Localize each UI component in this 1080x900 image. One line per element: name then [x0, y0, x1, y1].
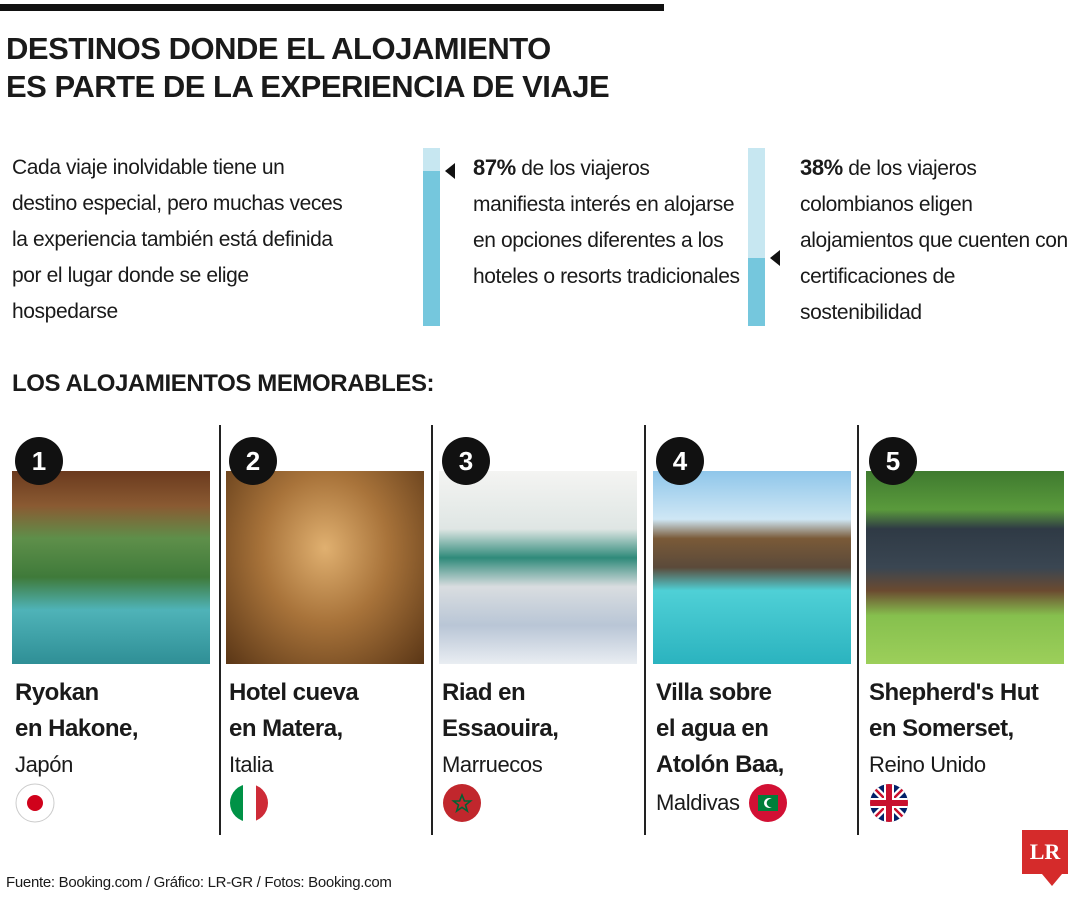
photo [12, 471, 210, 664]
item: 1 Ryokan en Hakone, Japón [12, 425, 226, 835]
top-rule [0, 4, 664, 11]
name-line: Ryokan [15, 679, 99, 706]
name-line: Essaouira, [442, 715, 559, 742]
stat-arrow [770, 250, 780, 267]
stat-text: de los viajeros colombianos eligen aloja… [800, 157, 1068, 324]
title-line: ES PARTE DE LA EXPERIENCIA DE VIAJE [6, 69, 610, 104]
name-line: en Somerset, [869, 715, 1014, 742]
source: Fuente: Booking.com / Gráfico: LR-GR / F… [6, 874, 392, 891]
item-name: Shepherd's Hut en Somerset, Reino Unido [869, 675, 1039, 834]
name-line: el agua en [656, 715, 769, 742]
item-number: 1 [15, 437, 63, 485]
country: Marruecos [442, 752, 543, 777]
name-line: Atolón Baa, [656, 751, 784, 778]
item-name: Villa sobre el agua en Atolón Baa, Maldi… [656, 675, 788, 823]
name-line: en Hakone, [15, 715, 139, 742]
item-number: 4 [656, 437, 704, 485]
stat: 38% de los viajeros colombianos eligen a… [800, 150, 1070, 331]
name-line: Riad en [442, 679, 526, 706]
flag [15, 783, 55, 823]
item: 3 Riad en Essaouira, Marruecos [439, 425, 653, 835]
stat-fill [423, 171, 440, 326]
item-number: 3 [442, 437, 490, 485]
name-line: en Matera, [229, 715, 343, 742]
photo [653, 471, 851, 664]
divider [857, 425, 859, 835]
country: Italia [229, 752, 274, 777]
name-line: Hotel cueva [229, 679, 359, 706]
divider [219, 425, 221, 835]
flag [443, 784, 481, 822]
item: 4 Villa sobre el agua en Atolón Baa, Mal… [653, 425, 867, 835]
stat-text: de los viajeros manifiesta interés en al… [473, 157, 740, 288]
stat-bar [423, 148, 455, 326]
item: 5 Shepherd's Hut en Somerset, Reino Unid… [866, 425, 1080, 835]
section-title: LOS ALOJAMIENTOS MEMORABLES: [12, 370, 435, 397]
country: Japón [15, 752, 73, 777]
title: DESTINOS DONDE EL ALOJAMIENTO ES PARTE D… [6, 30, 610, 106]
item: 2 Hotel cueva en Matera, Italia [226, 425, 440, 835]
name-line: Villa sobre [656, 679, 772, 706]
flag [748, 784, 787, 822]
flag [870, 784, 908, 822]
photo [866, 471, 1064, 664]
divider [431, 425, 433, 835]
logo: LR [1022, 830, 1068, 874]
logo-tail [1042, 874, 1062, 886]
item-name: Hotel cueva en Matera, Italia [229, 675, 359, 834]
stat-label: 87% [473, 155, 516, 180]
stat-bar [748, 148, 780, 326]
stat: 87% de los viajeros manifiesta interés e… [473, 150, 743, 295]
stat-label: 38% [800, 155, 843, 180]
country: Reino Unido [869, 752, 986, 777]
intro: Cada viaje inolvidable tiene un destino … [12, 156, 343, 323]
country: Maldivas [656, 790, 740, 815]
stat-arrow [445, 163, 455, 180]
stat-fill [748, 258, 765, 326]
flag [230, 784, 268, 822]
name-line: Shepherd's Hut [869, 679, 1039, 706]
divider [644, 425, 646, 835]
item-name: Ryokan en Hakone, Japón [15, 675, 139, 834]
photo [226, 471, 424, 664]
title-line: DESTINOS DONDE EL ALOJAMIENTO [6, 31, 551, 66]
photo [439, 471, 637, 664]
item-name: Riad en Essaouira, Marruecos [442, 675, 559, 834]
country-row: Maldivas [656, 783, 788, 823]
item-number: 5 [869, 437, 917, 485]
item-number: 2 [229, 437, 277, 485]
